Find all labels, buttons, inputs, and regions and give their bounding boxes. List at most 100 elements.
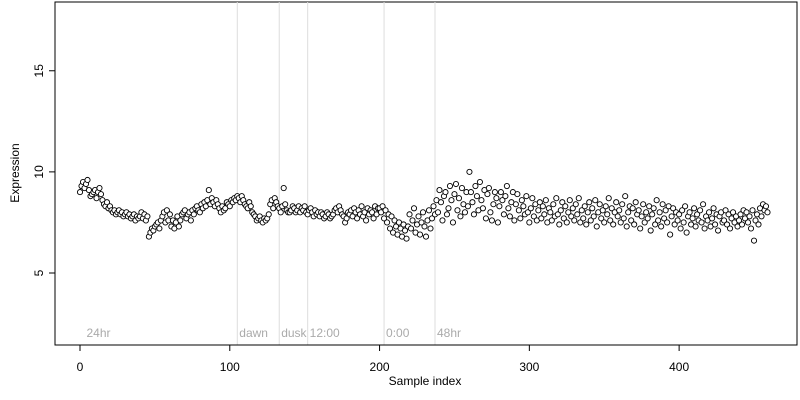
point	[415, 213, 422, 220]
point	[625, 209, 632, 216]
annotation: 24hr	[87, 326, 111, 340]
point	[265, 211, 272, 218]
point	[446, 182, 454, 190]
point	[670, 205, 677, 212]
point	[619, 201, 626, 208]
point	[762, 203, 770, 210]
point	[418, 219, 425, 226]
point	[632, 199, 639, 206]
point	[452, 180, 460, 188]
point	[715, 227, 722, 234]
point	[407, 225, 415, 232]
point	[500, 211, 507, 218]
point	[655, 217, 662, 224]
point	[539, 203, 546, 210]
point	[682, 203, 689, 210]
point	[187, 217, 194, 224]
point	[527, 205, 534, 212]
point	[427, 225, 434, 232]
point	[464, 203, 471, 210]
point	[103, 199, 111, 206]
point	[577, 219, 584, 226]
point	[458, 185, 465, 192]
point	[542, 197, 549, 204]
point	[586, 199, 593, 206]
point	[750, 237, 758, 244]
point	[712, 221, 719, 228]
point	[428, 215, 436, 222]
point	[457, 213, 464, 220]
point	[506, 213, 513, 220]
point	[683, 229, 690, 236]
x-tick-label: 400	[669, 360, 689, 374]
point	[482, 215, 489, 222]
point	[587, 217, 594, 224]
x-tick-label: 100	[220, 360, 240, 374]
point	[449, 219, 457, 226]
point	[388, 213, 395, 220]
point	[529, 195, 536, 202]
point	[653, 197, 660, 204]
point	[764, 209, 771, 216]
point	[601, 219, 608, 226]
point	[472, 182, 479, 190]
point	[485, 185, 492, 192]
point	[610, 221, 617, 228]
point	[562, 203, 569, 210]
point	[177, 217, 184, 224]
point	[443, 211, 451, 218]
point	[84, 176, 91, 184]
point	[484, 191, 491, 198]
point	[280, 185, 287, 192]
point	[755, 221, 762, 228]
point	[490, 201, 497, 208]
point	[578, 207, 585, 214]
point	[635, 207, 642, 214]
point	[514, 191, 521, 198]
point	[560, 215, 567, 222]
point	[647, 227, 654, 234]
point	[363, 217, 370, 224]
point	[553, 195, 560, 202]
point	[679, 207, 686, 214]
point	[406, 211, 413, 218]
point	[343, 215, 350, 222]
point	[583, 221, 590, 228]
point	[628, 217, 635, 224]
y-tick-label: 5	[32, 269, 46, 276]
point	[536, 199, 543, 206]
point	[738, 221, 746, 228]
point	[592, 197, 599, 204]
point	[430, 203, 437, 210]
point	[538, 215, 545, 222]
point	[743, 209, 750, 216]
point	[735, 217, 743, 224]
point	[656, 209, 663, 216]
point	[620, 215, 627, 222]
point	[523, 193, 530, 200]
point	[144, 213, 151, 220]
point	[698, 219, 705, 226]
point	[671, 221, 678, 228]
annotation: 12:00	[310, 326, 340, 340]
point	[706, 209, 713, 216]
point	[677, 225, 684, 232]
point	[565, 209, 572, 216]
annotation: 0:00	[386, 326, 410, 340]
point	[491, 189, 498, 196]
point	[541, 211, 548, 218]
point	[387, 225, 394, 232]
point	[559, 199, 566, 206]
point	[379, 203, 386, 210]
point	[196, 209, 203, 216]
point	[382, 207, 389, 214]
point	[596, 201, 603, 208]
point	[403, 235, 410, 242]
point	[515, 207, 522, 214]
point	[593, 223, 600, 230]
point	[381, 215, 388, 222]
point	[282, 201, 289, 208]
point	[608, 205, 615, 212]
